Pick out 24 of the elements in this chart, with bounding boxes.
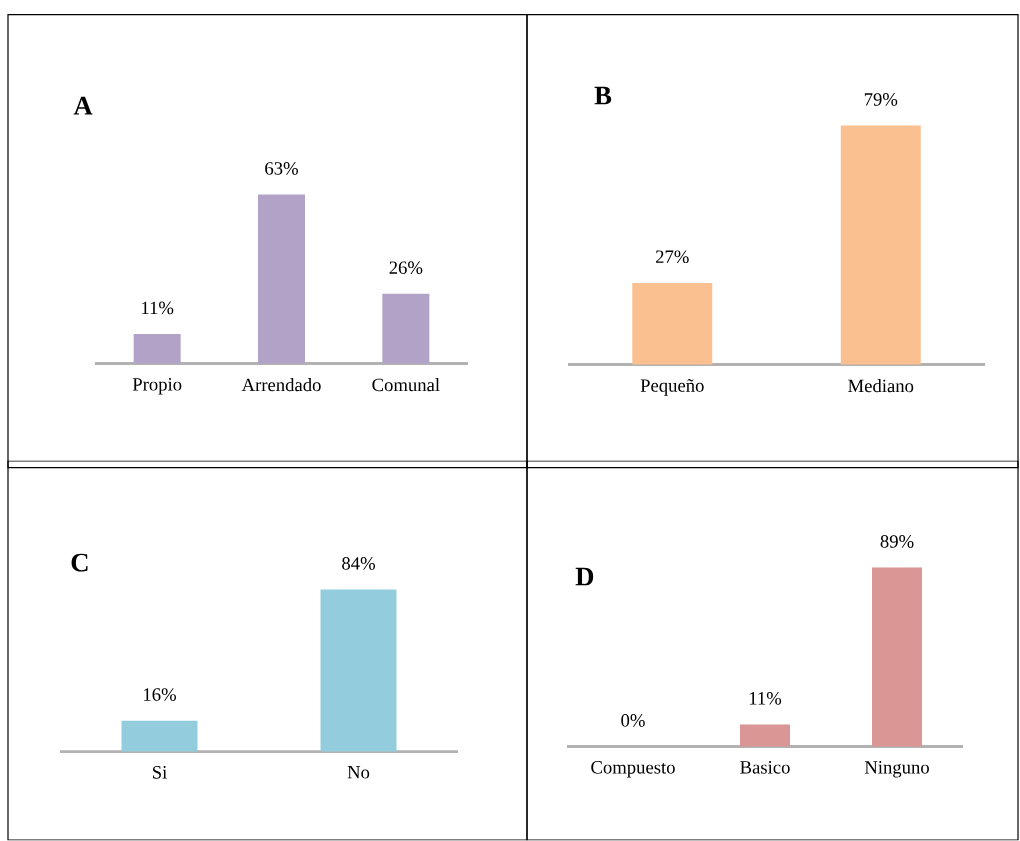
data-label: 27%	[655, 250, 689, 264]
chart-title: A	[73, 97, 93, 115]
data-label: 79%	[864, 93, 898, 106]
data-label: 63%	[265, 162, 298, 175]
chart-title: B	[594, 87, 612, 105]
x-tick-label: Arrendado	[241, 378, 321, 392]
data-label: 16%	[144, 688, 176, 702]
data-label: 26%	[389, 261, 423, 275]
data-label: 11%	[749, 692, 782, 705]
x-tick-label: Mediano	[848, 379, 914, 393]
data-label: 11%	[142, 301, 174, 315]
chart-title: C	[71, 553, 88, 572]
x-tick-label: Pequeño	[640, 379, 704, 396]
data-label: 89%	[880, 535, 914, 548]
x-tick-label: Comunal	[372, 378, 440, 392]
x-tick-label: No	[347, 766, 370, 779]
x-tick-label: Ninguno	[864, 761, 929, 778]
chart-title: D	[575, 568, 594, 586]
x-tick-label: Basico	[740, 761, 790, 774]
x-tick-label: Compuesto	[591, 761, 675, 778]
data-label: 0%	[621, 714, 645, 727]
x-tick-label: Si	[152, 766, 167, 779]
x-tick-label: Propio	[132, 378, 182, 395]
data-label: 84%	[342, 557, 375, 570]
